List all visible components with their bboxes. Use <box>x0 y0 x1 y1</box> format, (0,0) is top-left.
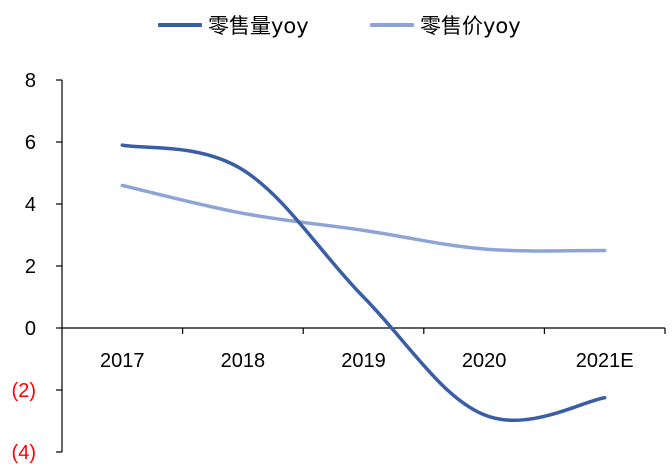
y-tick-label: 0 <box>25 318 36 340</box>
y-tick-label: (4) <box>12 442 36 464</box>
series-line-0 <box>120 143 607 422</box>
x-tick-label: 2021E <box>576 350 634 372</box>
legend-label-sales-volume: 零售量yoy <box>208 14 309 38</box>
y-tick-label: 4 <box>25 194 36 216</box>
x-tick-label: 2020 <box>462 350 507 372</box>
legend-swatch-sales-price <box>370 23 414 27</box>
legend-label-sales-price: 零售价yoy <box>420 14 521 38</box>
y-tick-label: 2 <box>25 256 36 278</box>
legend-swatch-sales-volume <box>158 23 202 27</box>
y-tick-label: 6 <box>25 132 36 154</box>
series-line-1 <box>120 183 607 253</box>
x-tick-label: 2019 <box>341 350 386 372</box>
x-tick-label: 2017 <box>100 350 145 372</box>
y-tick-label: (2) <box>12 380 36 402</box>
legend-item-sales-price: 零售价yoy <box>370 10 521 40</box>
x-tick-label: 2018 <box>221 350 266 372</box>
legend-item-sales-volume: 零售量yoy <box>158 10 309 40</box>
y-tick-label: 8 <box>25 70 36 92</box>
